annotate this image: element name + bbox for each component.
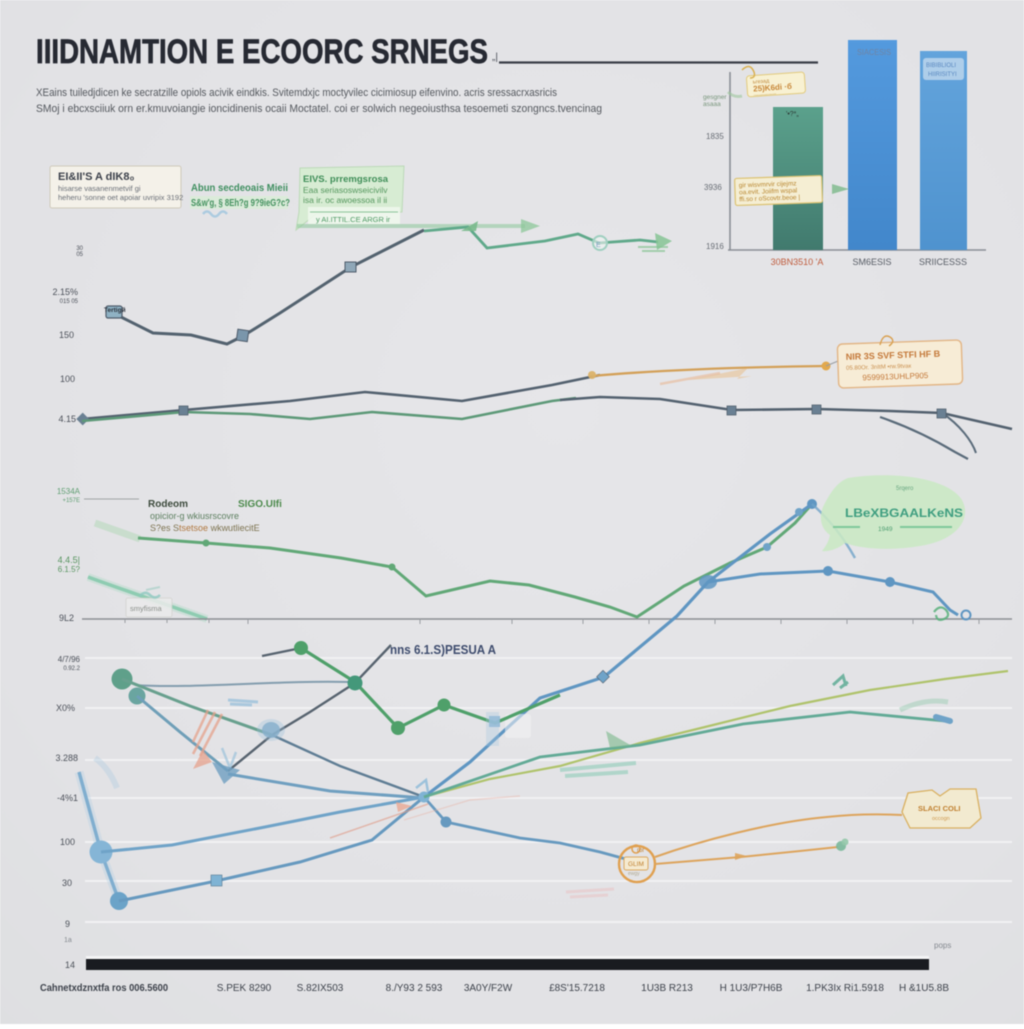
svg-text:S.82IX503: S.82IX503	[297, 983, 344, 994]
svg-text:ffi.so r oScovtr.beoe |: ffi.so r oScovtr.beoe |	[739, 194, 800, 203]
svg-text:30: 30	[62, 878, 72, 888]
svg-text:9599913UHLP905: 9599913UHLP905	[862, 371, 929, 382]
svg-text:1916: 1916	[706, 242, 724, 251]
svg-text:9L2: 9L2	[59, 613, 74, 623]
svg-text:1a: 1a	[64, 937, 72, 944]
svg-text:„|: „|	[492, 52, 498, 63]
svg-text:1835: 1835	[706, 132, 724, 141]
svg-text:3936: 3936	[704, 183, 722, 192]
svg-text:£8S'15.7218: £8S'15.7218	[549, 983, 605, 994]
svg-text:25)K6di ·б: 25)K6di ·б	[753, 82, 792, 94]
svg-text:ewgy: ewgy	[628, 871, 640, 877]
svg-text:14: 14	[65, 960, 75, 970]
svg-text:4.15: 4.15	[58, 414, 76, 424]
svg-text:EI&II'S A dIK8₀: EI&II'S A dIK8₀	[58, 171, 134, 183]
svg-text:LBeXBGAALKeNS: LBeXBGAALKeNS	[845, 506, 963, 520]
svg-text:gesgner: gesgner	[703, 94, 727, 101]
svg-text:S?es Stsetsoe wkwutliecitE: S?es Stsetsoe wkwutliecitE	[150, 523, 260, 533]
svg-text:SLACI COLI: SLACI COLI	[918, 804, 961, 813]
svg-text:1U3B R213: 1U3B R213	[641, 983, 693, 994]
svg-text:EIVS. prremgsrosa: EIVS. prremgsrosa	[303, 174, 389, 185]
svg-text:SM6ESIS: SM6ESIS	[852, 257, 891, 267]
svg-text:E: E	[596, 242, 601, 249]
svg-text:4/7/96: 4/7/96	[58, 655, 81, 664]
svg-text:30BN3510 'A: 30BN3510 'A	[771, 257, 824, 267]
svg-text:Rodeom: Rodeom	[148, 499, 188, 510]
svg-text:100: 100	[60, 374, 75, 384]
svg-text:asaaa: asaaa	[703, 101, 721, 108]
svg-text:occogn: occogn	[932, 816, 950, 822]
svg-text:gir wisvmrvir cijejmz: gir wisvmrvir cijejmz	[739, 180, 797, 189]
svg-text:3A0Y/F2W: 3A0Y/F2W	[464, 983, 513, 994]
svg-text:S.PEK 8290: S.PEK 8290	[217, 983, 272, 994]
svg-text:1949: 1949	[878, 526, 893, 533]
svg-text:9: 9	[65, 919, 70, 929]
svg-text:8./Y93 2 593: 8./Y93 2 593	[386, 983, 443, 994]
svg-text:4.4.5|: 4.4.5|	[58, 555, 80, 565]
svg-text:150: 150	[59, 330, 74, 340]
svg-text:smyfisma: smyfisma	[130, 604, 162, 613]
svg-text:X0%: X0%	[56, 703, 75, 713]
svg-text:hisarse vasanenmetvif gi: hisarse vasanenmetvif gi	[58, 184, 141, 193]
svg-text:H 1U3/P7H6B: H 1U3/P7H6B	[720, 983, 783, 994]
svg-text:05: 05	[76, 252, 83, 258]
svg-text:HIIRISITYI: HIIRISITYI	[928, 72, 957, 78]
svg-text:y AI.ITTIL.CE ARGR ir: y AI.ITTIL.CE ARGR ir	[316, 215, 391, 224]
svg-text:30: 30	[76, 246, 83, 252]
svg-text:oa.evit. Joiifm wspal: oa.evit. Joiifm wspal	[739, 187, 798, 196]
svg-text:5rqero: 5rqero	[896, 486, 914, 492]
svg-text:SMoj i ebcxsciiuk orn er.kmuvo: SMoj i ebcxsciiuk orn er.kmuvoiangie ion…	[36, 103, 602, 115]
svg-text:SIGO.UIfi: SIGO.UIfi	[238, 499, 282, 510]
svg-text:'•?*„: '•?*„	[786, 111, 799, 118]
svg-text:015 05: 015 05	[60, 299, 79, 305]
svg-text:heheru 'sonne oet apoiar uvrip: heheru 'sonne oet apoiar uvripix 3192	[58, 193, 183, 202]
svg-text:nns 6.1.S)PESUA A: nns 6.1.S)PESUA A	[390, 642, 497, 657]
svg-text:SIACESIS: SIACESIS	[857, 48, 891, 57]
svg-text:гог: гог	[637, 848, 645, 854]
svg-text:0.92.2: 0.92.2	[63, 666, 80, 672]
svg-text:GLIM: GLIM	[628, 861, 644, 868]
svg-text:1534A: 1534A	[57, 487, 81, 496]
svg-text:ьгезад: ьгезад	[753, 78, 771, 85]
svg-text:BIBIBLIOLI: BIBIBLIOLI	[926, 63, 956, 69]
svg-text:SRIICESSS: SRIICESSS	[919, 257, 967, 267]
svg-text:6.1.5?: 6.1.5?	[58, 565, 81, 574]
svg-text:-4%1: -4%1	[57, 793, 78, 803]
svg-text:opicior-g wkiusrscovre: opicior-g wkiusrscovre	[150, 511, 239, 521]
svg-text:3.288: 3.288	[55, 753, 78, 763]
svg-text:100: 100	[60, 837, 75, 847]
svg-text:2.15%: 2.15%	[52, 287, 78, 297]
svg-text:+157E: +157E	[62, 498, 80, 504]
svg-text:Eaa seriasoswseicivilv: Eaa seriasoswseicivilv	[303, 185, 388, 195]
svg-text:Abun secdeoais Mieii: Abun secdeoais Mieii	[191, 182, 288, 194]
svg-text:Tertigй: Tertigй	[104, 306, 126, 314]
svg-text:IIIDNAMTION E ECOORC SRNEGS: IIIDNAMTION E ECOORC SRNEGS	[36, 33, 488, 71]
svg-text:pops: pops	[934, 941, 951, 950]
svg-text:Cahnetxdznxtfa ros 006.5600: Cahnetxdznxtfa ros 006.5600	[40, 983, 168, 994]
svg-text:H &1U5.8B: H &1U5.8B	[899, 983, 949, 994]
svg-text:XEains tuiledjdicen ke secratz: XEains tuiledjdicen ke secratzille opiol…	[36, 87, 557, 99]
svg-text:isa ir. oc awoessoa il ii: isa ir. oc awoessoa il ii	[303, 195, 387, 205]
svg-text:—————: —————	[753, 91, 776, 98]
svg-text:1.PK3Ix Ri1.5918: 1.PK3Ix Ri1.5918	[806, 983, 884, 994]
svg-text:05.80Or. 3nItM •rw.9tvак: 05.80Or. 3nItM •rw.9tvак	[846, 364, 912, 372]
svg-text:NIR 3S SVF STFI HF B: NIR 3S SVF STFI HF B	[846, 349, 941, 362]
svg-text:S&w'g, § 8Eh?g 9?9ieG?c?: S&w'g, § 8Eh?g 9?9ieG?c?	[191, 197, 290, 209]
